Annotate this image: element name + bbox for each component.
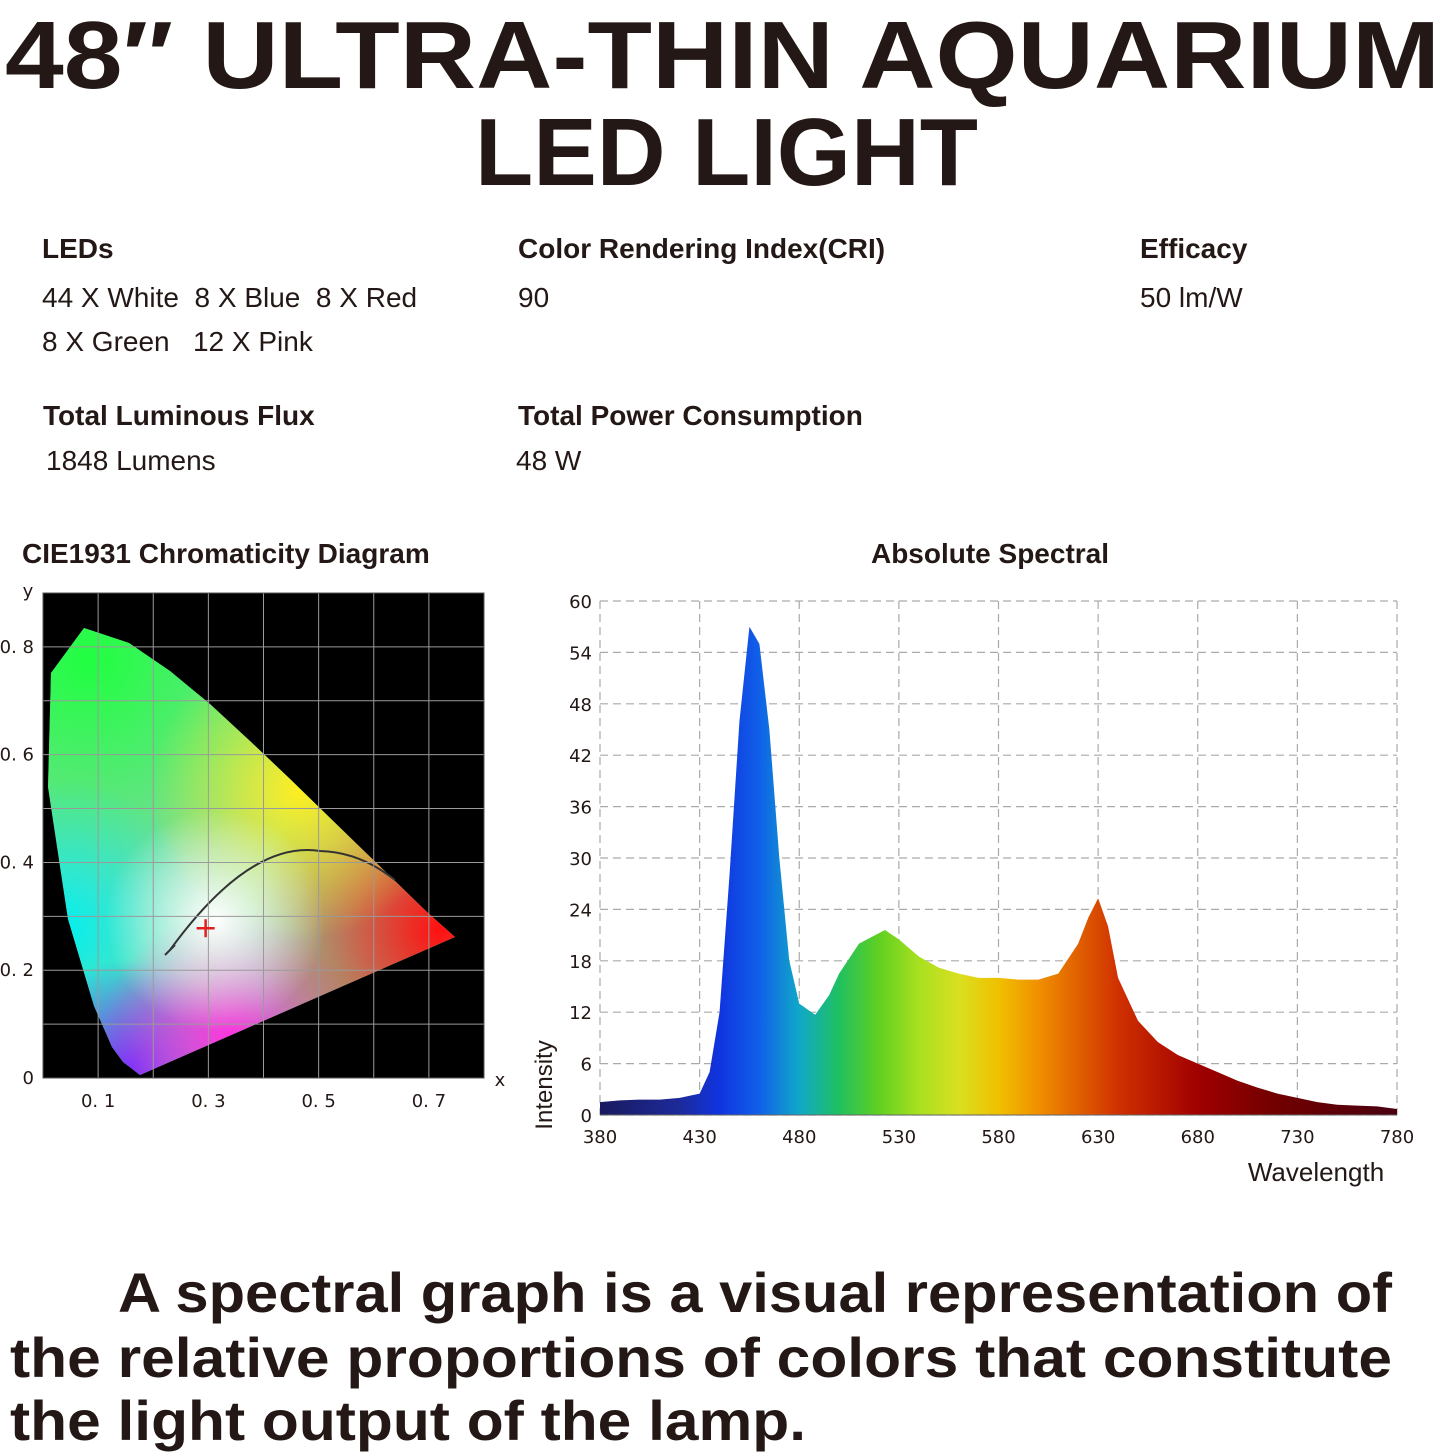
- y-tick-label: 0: [23, 1068, 34, 1089]
- x-tick-label: 0. 5: [301, 1091, 335, 1112]
- y-axis-label: Intensity: [531, 1040, 558, 1129]
- x-tick-label: 0. 7: [412, 1091, 446, 1112]
- spec-value: 50 lm/W: [1140, 282, 1243, 313]
- data-point: [196, 919, 215, 938]
- spec-value: 48 W: [516, 445, 582, 476]
- caption: the light output of the lamp.: [10, 1389, 806, 1452]
- y-tick-label: 30: [569, 849, 592, 870]
- y-tick-label: 0. 6: [0, 745, 34, 766]
- x-tick-label: 430: [682, 1127, 716, 1148]
- y-tick-label: 0. 4: [0, 852, 34, 873]
- title: LED LIGHT: [475, 99, 978, 206]
- x-tick-label: 480: [782, 1127, 816, 1148]
- spec-value: 1848 Lumens: [46, 445, 216, 476]
- y-tick-label: 0. 2: [0, 960, 34, 981]
- spec-label: Color Rendering Index(CRI): [518, 233, 885, 264]
- caption: the relative proportions of colors that …: [10, 1326, 1392, 1389]
- y-tick-label: 48: [569, 695, 592, 716]
- x-tick-label: 580: [981, 1127, 1015, 1148]
- x-axis-label: x: [495, 1070, 506, 1091]
- spec-value: 90: [518, 282, 549, 313]
- plot-border: [42, 592, 485, 1079]
- caption: A spectral graph is a visual representat…: [118, 1261, 1392, 1324]
- y-tick-label: 0. 8: [0, 637, 34, 658]
- x-tick-label: 380: [583, 1127, 617, 1148]
- spectrum-area: [600, 626, 1397, 1115]
- x-tick-label: 630: [1081, 1127, 1115, 1148]
- x-tick-label: 0. 1: [81, 1091, 115, 1112]
- y-tick-label: 36: [569, 798, 592, 819]
- x-tick-label: 730: [1280, 1127, 1314, 1148]
- y-tick-label: 60: [569, 592, 592, 613]
- x-tick-label: 680: [1181, 1127, 1215, 1148]
- spec-label: Total Power Consumption: [518, 400, 863, 431]
- y-tick-label: 12: [569, 1003, 592, 1024]
- y-tick-label: 42: [569, 746, 592, 767]
- spec-value: 44 X White 8 X Blue 8 X Red: [42, 282, 417, 313]
- x-axis-label: Wavelength: [1248, 1157, 1384, 1187]
- spec-label: Total Luminous Flux: [43, 400, 315, 431]
- spec-label: LEDs: [42, 233, 114, 264]
- y-tick-label: 24: [569, 900, 592, 921]
- x-tick-label: 0. 3: [191, 1091, 225, 1112]
- y-tick-label: 18: [569, 952, 592, 973]
- chart-title: CIE1931 Chromaticity Diagram: [22, 538, 430, 569]
- y-axis-label: y: [23, 581, 34, 602]
- x-tick-label: 530: [882, 1127, 916, 1148]
- y-tick-label: 0: [581, 1106, 592, 1127]
- x-tick-label: 780: [1380, 1127, 1414, 1148]
- chart-title: Absolute Spectral: [871, 538, 1109, 569]
- spec-label: Efficacy: [1140, 233, 1248, 264]
- spec-value: 8 X Green 12 X Pink: [42, 326, 314, 357]
- title: 48″ ULTRA-THIN AQUARIUM: [5, 2, 1440, 109]
- y-tick-label: 54: [569, 643, 592, 664]
- y-tick-label: 6: [581, 1055, 592, 1076]
